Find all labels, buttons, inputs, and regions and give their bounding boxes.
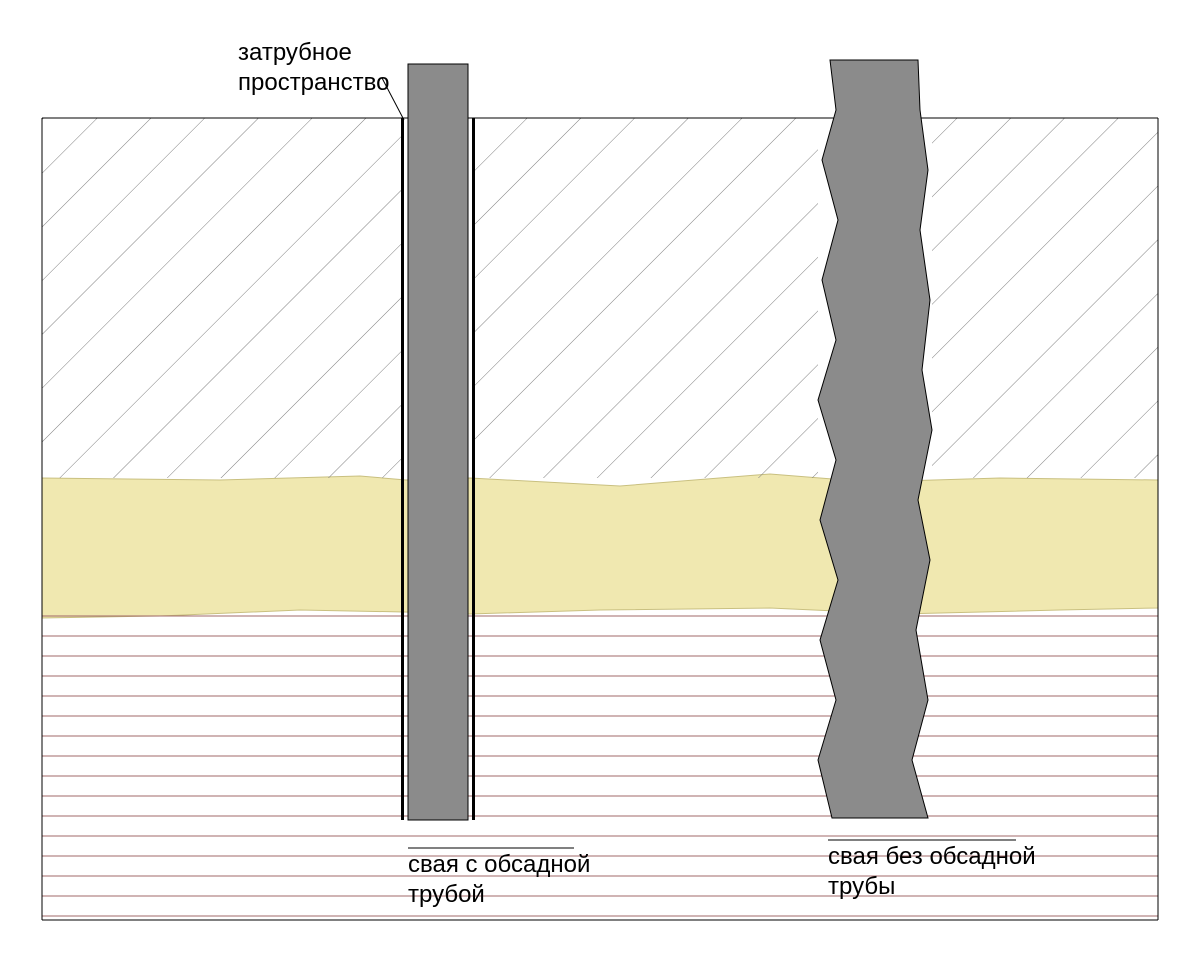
label-pile-without-casing: свая без обсадной трубы: [828, 842, 1036, 902]
layer-sand: [42, 474, 1158, 618]
pile-without-casing: [818, 60, 932, 818]
layer-hatched-soil: [42, 118, 1158, 478]
pile-with-casing: [401, 64, 475, 820]
diagram-svg: [0, 0, 1200, 960]
diagram-stage: затрубное пространство свая с обсадной т…: [0, 0, 1200, 960]
label-annulus: затрубное пространство: [238, 38, 389, 98]
label-pile-with-casing: свая с обсадной трубой: [408, 850, 590, 910]
